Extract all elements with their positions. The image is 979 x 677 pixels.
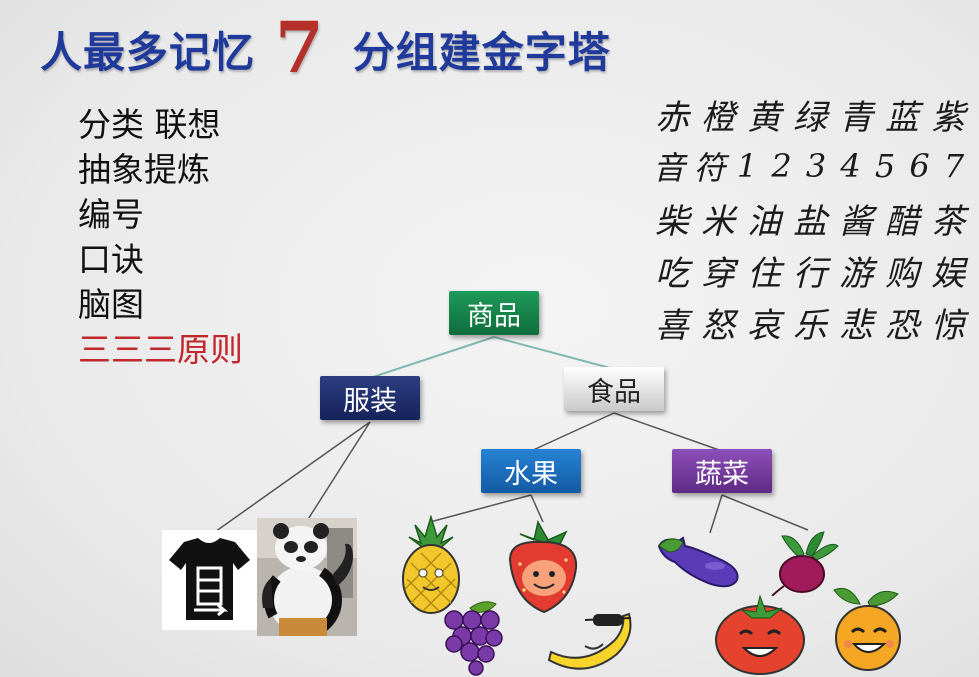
grid-char: 3 <box>805 147 827 185</box>
grid-char: 油 <box>747 201 781 242</box>
grid-char: 米 <box>701 201 735 242</box>
tshirt-icon <box>162 530 257 630</box>
grid-char: 住 <box>747 253 781 294</box>
connector-line <box>369 336 495 379</box>
beet-icon <box>771 531 839 596</box>
grid-row: 赤 橙 黄 绿 青 蓝 紫 <box>650 88 970 140</box>
title-right: 分组建金字塔 <box>352 27 611 77</box>
method-list: 分类 联想 抽象提炼 编号 口诀 脑图 三三三原则 <box>78 102 243 372</box>
grid-char: 柴 <box>655 201 689 242</box>
character-grid: 赤 橙 黄 绿 青 蓝 紫 音 符 1 2 3 4 5 6 7 柴 米 油 盐 … <box>650 88 970 348</box>
grid-char: 青 <box>839 97 873 138</box>
method-item: 编号 <box>78 195 144 234</box>
grid-char: 吃 <box>655 253 689 294</box>
tree-node-vegetable: 蔬菜 <box>672 449 772 493</box>
connector-line <box>211 421 371 535</box>
connector-line <box>709 494 723 534</box>
method-item: 口诀 <box>78 240 144 279</box>
grid-char: 行 <box>793 253 827 294</box>
grid-char: 购 <box>885 253 919 294</box>
grid-char: 乐 <box>793 305 827 346</box>
grid-char: 穿 <box>701 253 735 294</box>
grid-char: 茶 <box>931 201 965 242</box>
grid-char: 盐 <box>793 201 827 242</box>
grid-char: 恐 <box>885 305 919 346</box>
slide-title: 人最多记忆 7 分组建金字塔 <box>40 6 611 89</box>
grid-char: 游 <box>839 253 873 294</box>
grid-char: 娱 <box>931 253 965 294</box>
method-item: 抽象提炼 <box>78 150 210 189</box>
tree-node-fruit: 水果 <box>481 449 581 493</box>
grid-row: 喜 怒 哀 乐 悲 恐 惊 <box>650 296 970 348</box>
tomato-icon <box>715 594 805 675</box>
grid-char: 黄 <box>747 97 781 138</box>
grid-char: 惊 <box>931 305 965 346</box>
grid-char: 6 <box>909 147 930 185</box>
grid-row: 柴 米 油 盐 酱 醋 茶 <box>650 192 970 244</box>
grid-char: 赤 <box>655 97 689 138</box>
orange-icon <box>833 587 901 671</box>
grid-row: 音 符 1 2 3 4 5 6 7 <box>650 140 970 192</box>
title-number: 7 <box>275 5 325 89</box>
tree-node-root: 商品 <box>449 291 539 335</box>
connector-line <box>304 421 371 525</box>
grid-char: 橙 <box>701 97 735 138</box>
strawberry-icon <box>508 520 578 614</box>
method-item: 脑图 <box>78 285 144 324</box>
grid-char: 4 <box>840 147 861 185</box>
grid-char: 紫 <box>931 97 965 138</box>
tree-node-clothing: 服装 <box>320 376 420 420</box>
pineapple-icon <box>402 515 460 614</box>
panda-costume-image <box>257 518 357 636</box>
method-item: 分类 联想 <box>78 105 221 144</box>
connector-line <box>613 412 723 452</box>
grid-char: 蓝 <box>885 97 919 138</box>
grid-row: 吃 穿 住 行 游 购 娱 <box>650 244 970 296</box>
connector-line <box>493 336 615 370</box>
grid-char: 2 <box>771 147 792 185</box>
connector-line <box>721 494 809 531</box>
connector-line <box>530 494 544 523</box>
grid-char: 喜 <box>655 305 689 346</box>
grapes-icon <box>444 601 503 676</box>
grid-char: 1 <box>736 147 758 185</box>
grid-char: 7 <box>943 147 965 185</box>
connector-line <box>429 494 532 523</box>
grid-char: 符 <box>693 149 726 187</box>
eggplant-icon <box>657 536 739 588</box>
grid-char: 5 <box>874 147 896 185</box>
method-item-highlight: 三三三原则 <box>78 330 243 369</box>
grid-char: 绿 <box>793 97 827 138</box>
banana-icon <box>547 612 632 670</box>
grid-char: 醋 <box>885 201 919 242</box>
grid-char: 音 <box>652 149 685 187</box>
connector-line <box>530 412 615 452</box>
title-left: 人最多记忆 <box>40 27 256 77</box>
grid-char: 怒 <box>701 305 735 346</box>
tree-node-food: 食品 <box>564 367 664 411</box>
grid-char: 悲 <box>839 305 873 346</box>
grid-char: 哀 <box>747 305 781 346</box>
grid-char: 酱 <box>839 201 873 242</box>
